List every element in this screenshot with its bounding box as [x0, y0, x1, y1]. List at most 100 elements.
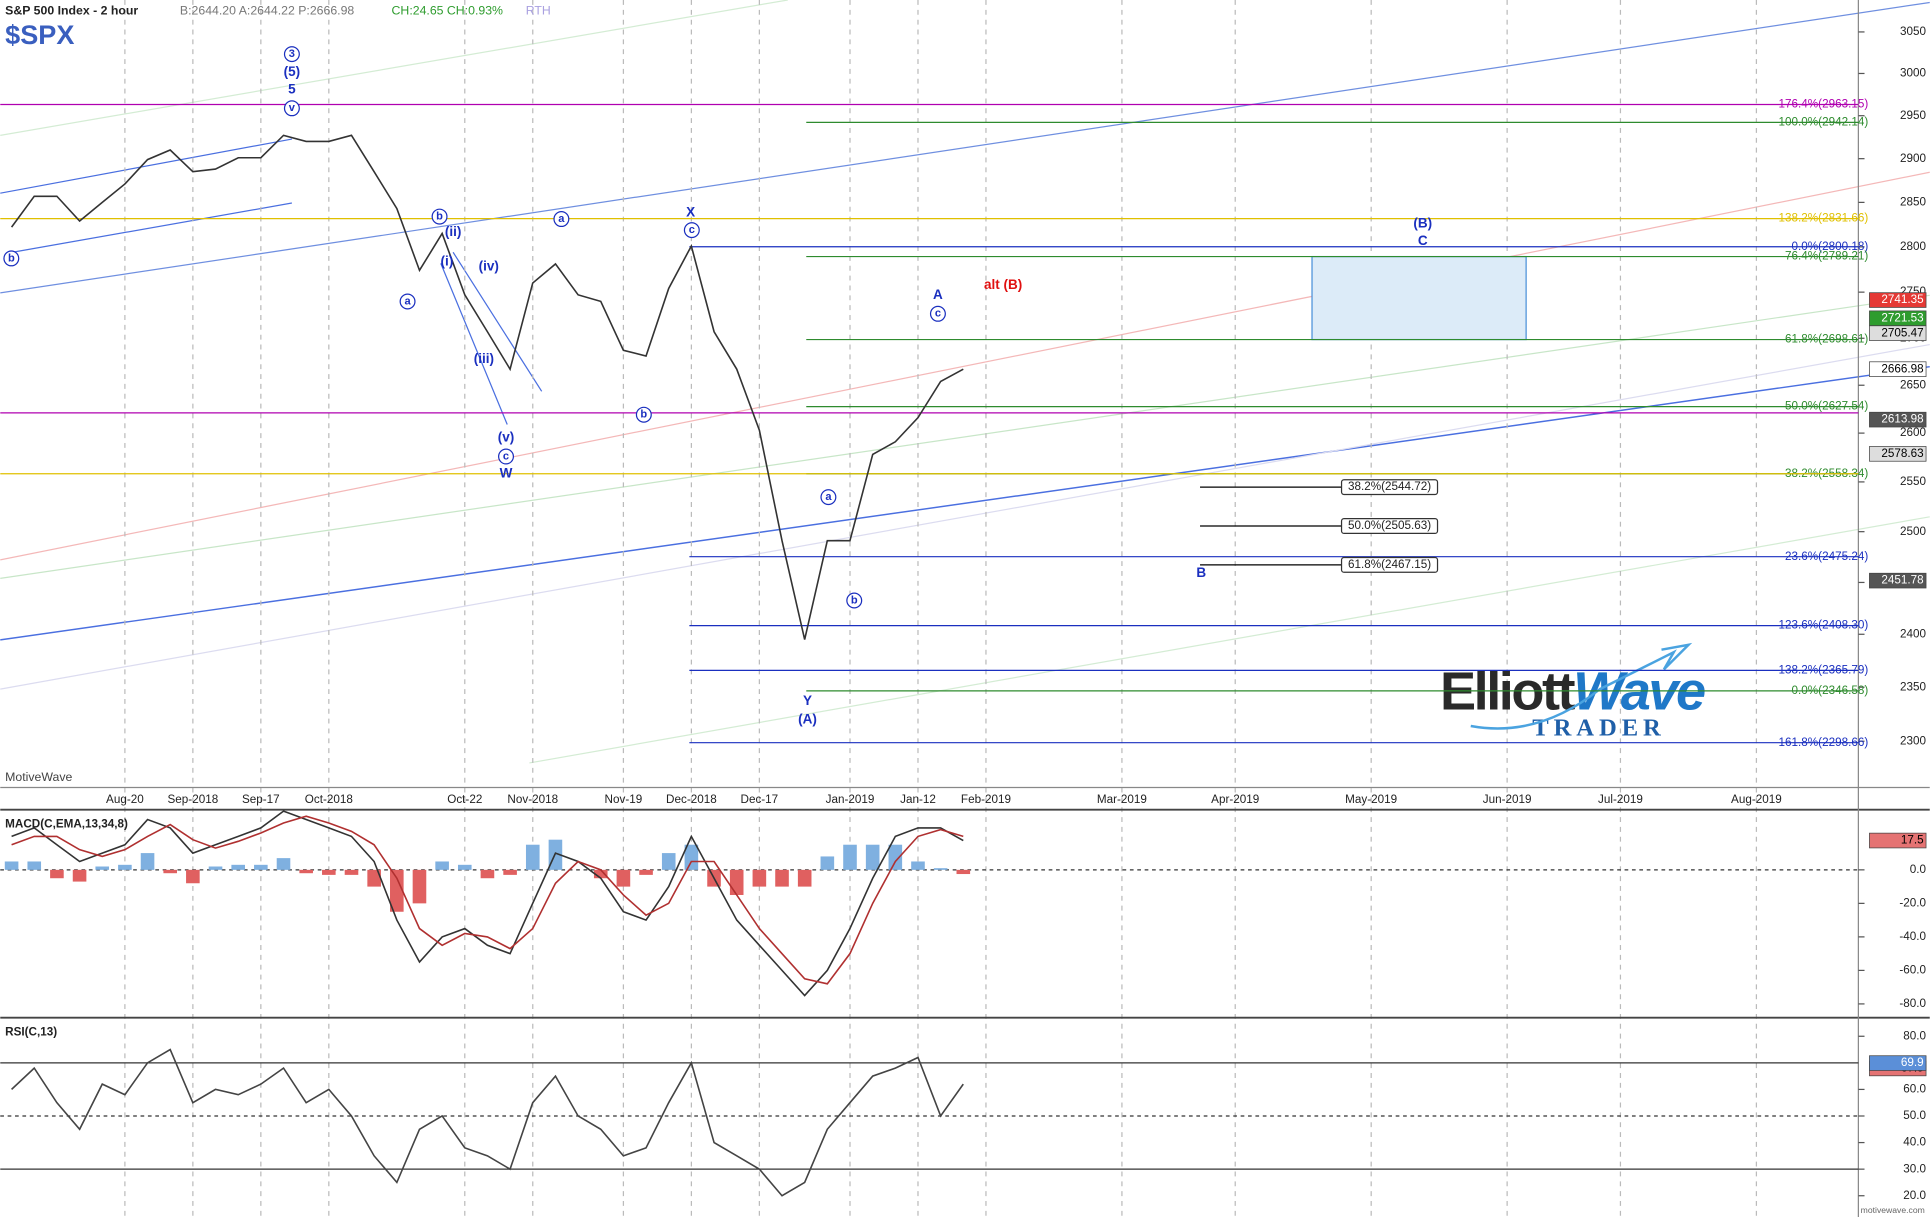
level-label: 61.8%(2467.15)	[1348, 558, 1431, 571]
y-tick-label: 2850	[1900, 195, 1927, 208]
histogram-bar	[525, 844, 540, 870]
histogram-bar	[480, 869, 495, 879]
wave-label: b	[436, 210, 443, 222]
x-tick-label: Jan-2019	[826, 793, 875, 806]
wave-label: 3	[289, 48, 295, 60]
y-tick-label: 2350	[1900, 680, 1927, 693]
wave-circle	[553, 211, 570, 228]
wave-label: (v)	[498, 430, 515, 445]
wave-circle	[431, 208, 448, 225]
series-line	[11, 1048, 964, 1197]
histogram-bar	[457, 864, 472, 870]
histogram-bar	[390, 869, 404, 912]
wave-label: (A)	[798, 711, 817, 726]
wave-label: W	[500, 465, 513, 480]
watermark: MotiveWave	[5, 770, 72, 784]
logo: ElliottWave TRADER	[1440, 642, 1707, 741]
histogram-bar	[435, 861, 449, 870]
symbol: $SPX	[5, 19, 74, 50]
x-tick-label: Dec-2018	[666, 793, 717, 806]
histogram-bar	[231, 864, 245, 870]
logo-part: Elliott	[1440, 662, 1576, 722]
y-tick-label: 30.0	[1903, 1162, 1926, 1175]
trend-line	[0, 0, 788, 136]
histogram-bar	[208, 866, 223, 870]
wave-label: alt (B)	[984, 277, 1022, 292]
price-tag	[1869, 325, 1927, 341]
level-label: 138.2%(2831.66)	[1779, 212, 1869, 225]
level-label: 76.4%(2789.21)	[1785, 250, 1868, 263]
y-tick-label: -60.0	[1899, 963, 1926, 976]
change: CH:24.65 CH:0.93%	[392, 3, 503, 17]
x-tick-label: May-2019	[1345, 793, 1397, 806]
level-label: 161.8%(2298.66)	[1779, 736, 1869, 749]
y-tick-label: 0.0	[1910, 863, 1927, 876]
series-line	[11, 810, 964, 997]
wave-circle	[820, 489, 837, 506]
histogram-bar	[163, 869, 178, 874]
price-tag-label: 2705.47	[1881, 326, 1923, 339]
x-tick-label: Jun-2019	[1483, 793, 1532, 806]
trend-line	[0, 365, 1930, 641]
wave-label: (B)	[1413, 216, 1432, 231]
x-tick-label: Nov-2018	[507, 793, 558, 806]
y-tick-label: 40.0	[1903, 1136, 1926, 1149]
wave-label: v	[289, 102, 296, 114]
price-tag-label: 2741.35	[1881, 293, 1924, 306]
wave-label: (iv)	[479, 259, 499, 274]
price-tag	[1869, 446, 1927, 462]
x-tick-label: Jan-12	[900, 793, 936, 806]
histogram-bar	[27, 861, 42, 870]
level-label: 0.0%(2346.58)	[1792, 684, 1869, 697]
wave-label: (iii)	[474, 351, 494, 366]
y-tick-label: 2550	[1900, 475, 1927, 488]
x-tick-label: Aug-2019	[1731, 793, 1782, 806]
level-label: 38.2%(2544.72)	[1348, 480, 1431, 493]
trend-line	[0, 294, 1930, 579]
histogram-bar	[752, 869, 767, 887]
level-label: 61.8%(2698.61)	[1785, 333, 1868, 346]
trend-line	[0, 138, 293, 194]
histogram-bar	[276, 858, 291, 870]
target-zone	[1311, 255, 1527, 341]
level-label: 123.6%(2408.30)	[1779, 619, 1869, 632]
y-tick-label: 2400	[1900, 627, 1927, 640]
histogram-bar	[865, 844, 880, 870]
price-tag	[1869, 411, 1927, 428]
price-tag	[1869, 832, 1927, 849]
y-tick-label: 2800	[1900, 240, 1927, 253]
x-tick-label: Oct-22	[447, 793, 482, 806]
y-tick-label: 20.0	[1903, 1189, 1926, 1202]
histogram-bar	[344, 869, 359, 875]
histogram-bar	[956, 869, 971, 875]
y-tick-label: 50.0	[1903, 1109, 1926, 1122]
histogram-bar	[843, 844, 857, 870]
wave-label: c	[503, 450, 509, 462]
wave-circle	[3, 250, 20, 267]
series-line	[10, 134, 964, 640]
histogram-bar	[503, 869, 517, 875]
y-tick-label: 60.0	[1903, 1083, 1926, 1096]
histogram-bar	[661, 853, 676, 870]
price-tag	[1869, 572, 1927, 589]
panel-title: RSI(C,13)	[5, 1026, 57, 1039]
y-tick-label: 2600	[1900, 426, 1927, 439]
x-tick-label: Mar-2019	[1097, 793, 1147, 806]
wave-label: (ii)	[445, 224, 462, 239]
histogram-bar	[729, 869, 744, 895]
histogram-bar	[50, 869, 64, 879]
level-label: 100.0%(2942.14)	[1779, 116, 1869, 129]
price-tag	[1869, 292, 1927, 308]
footer: motivewave.com	[1861, 1205, 1925, 1215]
trend-line	[440, 263, 508, 425]
histogram-bar	[186, 869, 200, 884]
level-label: 23.6%(2475.24)	[1785, 550, 1868, 563]
quote: B:2644.20 A:2644.22 P:2666.98	[180, 3, 355, 17]
wave-circle	[635, 406, 652, 423]
x-tick-label: Feb-2019	[961, 793, 1011, 806]
price-tag	[1869, 1055, 1927, 1071]
y-tick-label: 80.0	[1903, 1029, 1926, 1042]
wave-label: a	[558, 213, 565, 225]
